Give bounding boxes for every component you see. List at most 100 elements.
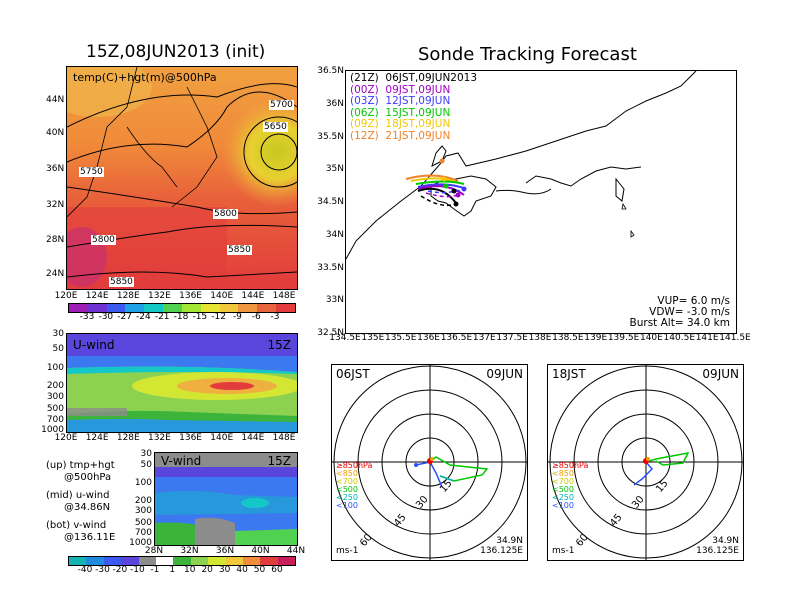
track-lon-tick: 136E — [417, 333, 440, 343]
vwind-lat-tick: 36N — [215, 546, 235, 556]
track-lat-axis: 36.5N 36N 35.5N 35N 34.5N 34N 33.5N 33N 32.5N — [308, 66, 344, 338]
track-lon-tick: 139E — [584, 333, 608, 343]
hodograph-right: 18JST 09JUN 15 30 45 60 ≥850hPa <850 <700 <500… — [547, 364, 744, 561]
track-map — [346, 71, 697, 260]
track-lat-tick: 34N — [325, 229, 344, 240]
wind-colorbar-tick: 60 — [271, 565, 283, 575]
uwind-lon-tick: 136E — [179, 433, 202, 443]
hodograph-left: 06JST 09JUN 15 30 45 60 ≥850hPa <850 <700 <500… — [331, 364, 528, 561]
track-lon-tick: 136.5E — [440, 333, 473, 343]
track-lat-tick: 35.5N — [317, 131, 344, 142]
hodo-right-loc: 34.9N 136.125E — [696, 536, 739, 556]
temp-colorbar-tick: -33 — [79, 312, 95, 322]
hodo-left-date: 09JUN — [486, 367, 523, 381]
map-lat-tick: 40N — [46, 128, 65, 138]
map-lat-tick: 36N — [46, 164, 65, 174]
hodo-right-levels: ≥850hPa <850 <700 <500 <250 <100 — [552, 462, 588, 510]
temp-colorbar-tick: -6 — [251, 312, 261, 322]
wind-colorbar-tick: -10 — [130, 565, 145, 575]
wind-colorbar-tick: 1 — [169, 565, 176, 575]
uwind-plot: U-wind 15Z — [66, 333, 298, 433]
contour-label: 5800 — [91, 235, 116, 245]
level-legend-entry: <250 — [552, 493, 574, 502]
temp-colorbar-tick: -18 — [173, 312, 189, 322]
temp-colorbar-tick: -24 — [136, 312, 151, 322]
track-lat-tick: 36N — [325, 98, 344, 109]
uwind-lon-tick: 124E — [85, 433, 109, 443]
track-plot: (21Z) 06JST,09JUN2013 (00Z) 09JST,09JUN (0… — [345, 70, 737, 334]
contour-label: 5850 — [109, 277, 134, 287]
map-lon-axis: 120E 124E 128E 132E 136E 140E 144E 148E — [54, 291, 308, 301]
legend-entry: (06Z) 15JST,09JUN — [350, 106, 451, 119]
wind-colorbar-tick: 20 — [201, 565, 213, 575]
track-lon-tick: 137E — [472, 333, 496, 343]
track-lon-tick: 139.5E — [607, 333, 640, 343]
track-lon-tick: 135E — [361, 333, 385, 343]
track-lon-tick: 137.5E — [496, 333, 528, 343]
track-lon-tick: 134.5E — [329, 333, 361, 343]
temp-colorbar-tick: -3 — [270, 312, 280, 322]
track-lat-tick: 34.5N — [317, 197, 344, 207]
map-plot: temp(C)+hgt(m)@500hPa 5700 5650 5750 580… — [66, 66, 298, 290]
track-lat-tick: 35N — [325, 164, 344, 175]
vwind-lat-tick: 44N — [286, 546, 306, 556]
contour-label: 5650 — [263, 122, 288, 132]
uwind-label: U-wind — [73, 338, 115, 352]
hodo-right-date: 09JUN — [702, 367, 739, 381]
temp-colorbar-tick: -27 — [117, 312, 132, 322]
contour-label: 5800 — [213, 209, 238, 219]
map-lon-tick: 140E — [210, 291, 234, 301]
temp-colorbar-tick: -9 — [232, 312, 242, 322]
hodo-left-time: 06JST — [336, 367, 370, 381]
track-lon-tick: 138.5E — [552, 333, 584, 343]
track-title: Sonde Tracking Forecast — [418, 44, 637, 65]
uwind-lon-axis: 120E 124E 128E 132E 136E 140E 144E 148E — [54, 433, 308, 443]
legend-entry: (03Z) 12JST,09JUN — [350, 95, 451, 107]
wind-colorbar-tick: -1 — [150, 565, 160, 575]
level-legend-entry: <700 — [336, 477, 358, 486]
uwind-lon-tick: 144E — [241, 433, 265, 443]
vwind-lat-tick: 28N — [144, 546, 164, 556]
map-lon-tick: 148E — [272, 291, 296, 301]
hodo-left-levels: ≥850hPa <850 <700 <500 <250 <100 — [336, 462, 372, 510]
wind-colorbar-tick: 10 — [183, 565, 196, 575]
track-lon-tick: 141.5E — [719, 333, 751, 343]
level-legend-entry: <850 — [552, 469, 574, 478]
track-legend: (21Z) 06JST,09JUN2013 (00Z) 09JST,09JUN (0… — [350, 72, 477, 142]
wind-colorbar-tick: -30 — [95, 565, 110, 575]
level-legend-entry: <700 — [552, 477, 574, 486]
map-lat-tick: 32N — [46, 200, 65, 210]
legend-entry: (00Z) 09JST,09JUN — [350, 83, 451, 96]
track-lon-tick: 140.5E — [663, 333, 696, 343]
contour-label: 5850 — [227, 245, 252, 255]
vwind-plot: V-wind 15Z — [154, 452, 298, 546]
uwind-lon-tick: 120E — [54, 433, 78, 443]
level-legend-entry: <500 — [336, 485, 358, 494]
wind-colorbar-tick: 50 — [253, 565, 266, 575]
level-legend-entry: <100 — [552, 501, 574, 510]
hodo-left-unit: ms-1 — [336, 546, 359, 556]
vwind-lat-axis: 28N 32N 36N 40N 44N — [144, 546, 306, 556]
vwind-lat-tick: 32N — [180, 546, 199, 556]
map-lon-tick: 128E — [116, 291, 140, 301]
level-legend-entry: <100 — [336, 501, 358, 510]
track-lon-tick: 135.5E — [384, 333, 417, 343]
uwind-lon-tick: 140E — [210, 433, 234, 443]
legend-entry: (12Z) 21JST,09JUN — [350, 129, 451, 142]
level-legend-entry: <850 — [336, 469, 358, 478]
vwind-field — [155, 453, 297, 545]
uwind-lon-tick: 128E — [116, 433, 140, 443]
map-lat-tick: 44N — [46, 95, 65, 105]
wind-colorbar — [68, 556, 296, 566]
track-lat-tick: 32.5N — [317, 328, 344, 338]
map-lon-tick: 120E — [54, 291, 78, 301]
uwind-lon-tick: 148E — [272, 433, 296, 443]
map-field — [67, 67, 297, 289]
uwind-lon-tick: 132E — [147, 433, 171, 443]
legend-entry: (09Z) 18JST,09JUN — [350, 118, 451, 130]
side-notes: (up) tmp+hgt @500hPa (mid) u-wind @34.86… — [46, 460, 116, 543]
wind-colorbar-tick: -20 — [112, 565, 128, 575]
temp-colorbar-tick: -30 — [98, 312, 114, 322]
vwind-p-axis: 30 50 100 200 300 500 700 1000 — [129, 449, 152, 548]
level-legend-entry: <500 — [552, 485, 574, 494]
